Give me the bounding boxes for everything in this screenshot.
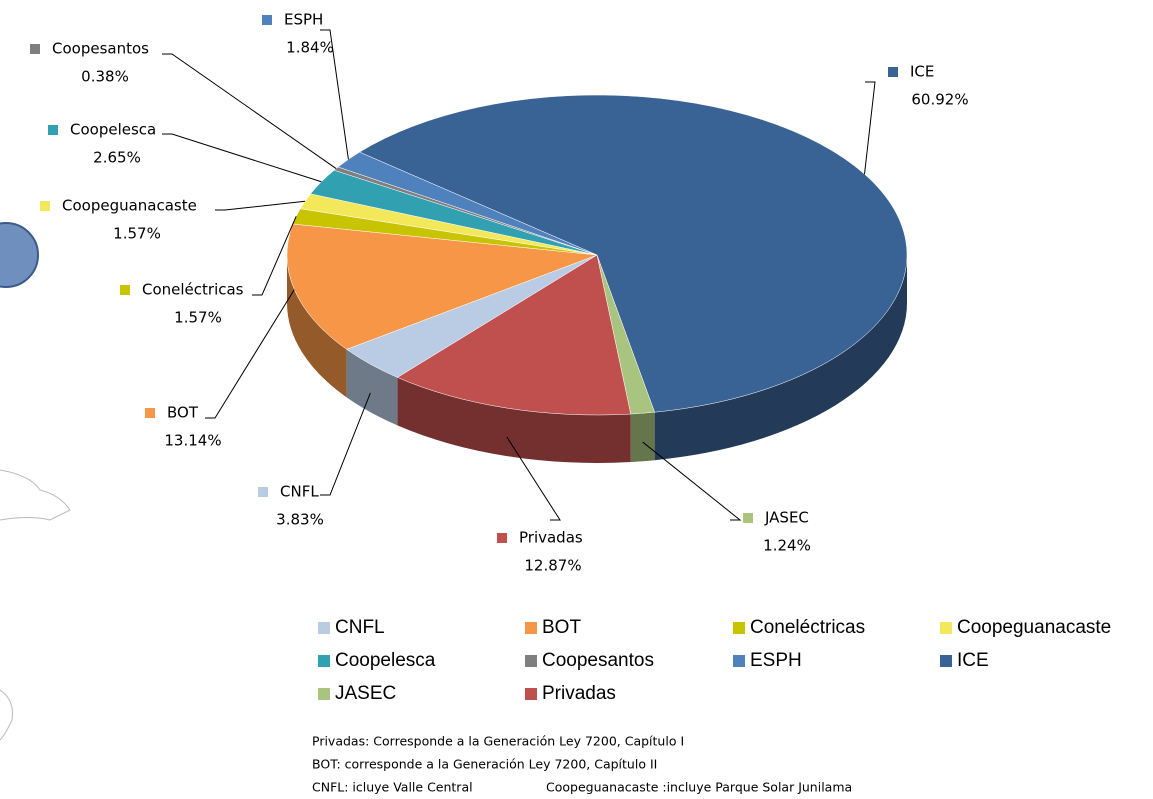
slice-side [654,255,907,461]
leader-line [205,289,295,419]
note: BOT: corresponde a la Generación Ley 720… [312,757,657,772]
slice-side [397,377,631,463]
legend-swatch [733,655,745,667]
slice-label: Coneléctricas [142,281,244,299]
legend-swatch [318,655,330,667]
slice-label: Coopesantos [52,40,149,58]
leader-line [506,436,561,521]
slice-value: 2.65% [93,149,141,167]
legend-label: CNFL [335,617,385,638]
slice-label: ESPH [284,11,323,29]
slice-value: 12.87% [524,557,581,575]
legend-label: ESPH [750,650,802,671]
slice-side [287,255,347,398]
slice-value: 3.83% [276,511,324,529]
legend-label: Coopesantos [542,650,654,671]
note: CNFL: icluye Valle Central [312,780,473,795]
label-swatch [120,285,130,295]
slice-value: 1.24% [763,537,811,555]
slice-label: CNFL [280,483,319,501]
label-swatch [258,487,268,497]
legend-label: Privadas [542,683,616,704]
leader-line [320,392,371,496]
slice-label: JASEC [764,509,809,527]
leader-line [320,29,349,160]
label-swatch [30,44,40,54]
legend-swatch [733,622,745,634]
legend-swatch [940,622,952,634]
leader-line [642,441,742,521]
legend-label: Coopeguanacaste [957,617,1111,638]
slice-label: Privadas [519,529,583,547]
label-swatch [145,408,155,418]
decor-map [0,469,71,521]
legend-label: JASEC [335,683,396,704]
legend-swatch [525,688,537,700]
legend-swatch [318,688,330,700]
leader-line [215,200,306,211]
decor-circle [0,222,39,288]
slice [286,223,598,350]
legend-label: Coopelesca [335,650,436,671]
label-swatch [48,125,58,135]
slice [358,94,908,413]
note: Coopeguanacaste :incluye Parque Solar Ju… [546,780,852,795]
label-swatch [888,67,898,77]
label-swatch [262,15,272,25]
decor-map [0,689,13,741]
slice-label: BOT [167,404,199,422]
label-swatch [743,513,753,523]
legend-swatch [525,622,537,634]
slice-value: 0.38% [81,68,129,86]
slice-label: ICE [910,63,934,81]
slice-side [346,349,398,426]
slice-label: Coopelesca [70,121,156,139]
legend-swatch [318,622,330,634]
leader-line [252,216,297,296]
leader-line [162,53,337,169]
legend-swatch [525,655,537,667]
leader-line [864,81,876,175]
slice-value: 13.14% [164,432,221,450]
slice-value: 1.84% [286,39,334,57]
slice-side [630,412,655,463]
legend-label: Coneléctricas [750,617,865,638]
label-swatch [40,201,50,211]
slice-label: Coopeguanacaste [62,197,197,215]
leader-line [162,133,322,183]
label-swatch [497,533,507,543]
slice [396,254,632,416]
legend-label: BOT [542,617,581,638]
legend-label: ICE [957,650,989,671]
slice-value: 1.57% [174,309,222,327]
legend-swatch [940,655,952,667]
slice-value: 60.92% [911,91,968,109]
note: Privadas: Corresponde a la Generación Le… [312,734,684,749]
slice-value: 1.57% [113,225,161,243]
